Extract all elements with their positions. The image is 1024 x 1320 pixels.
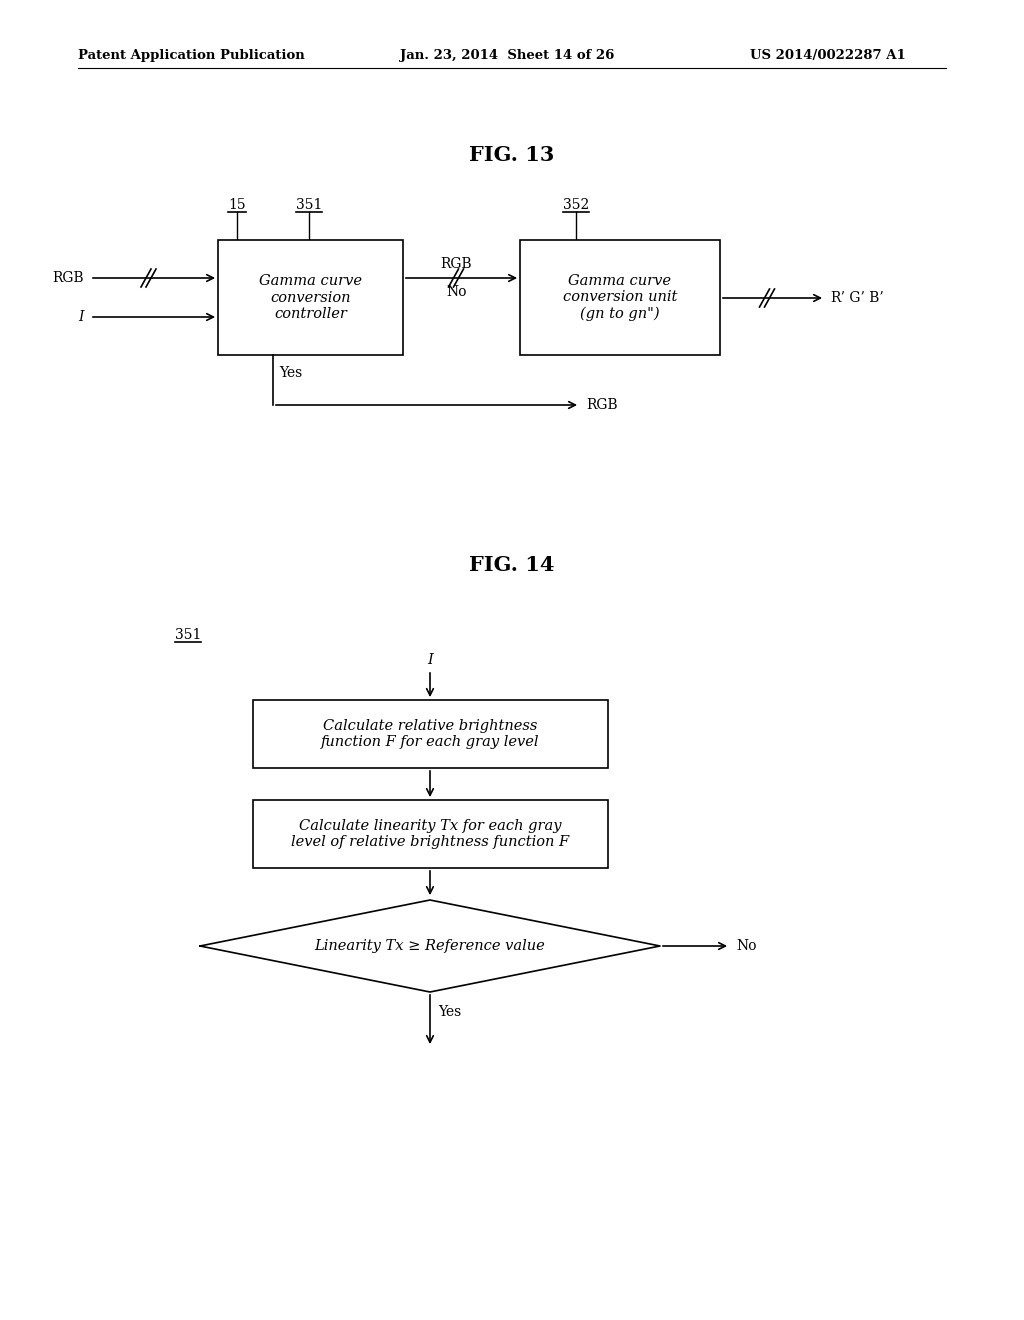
Text: RGB: RGB <box>586 399 617 412</box>
Text: 15: 15 <box>228 198 246 213</box>
Text: Gamma curve
conversion
controller: Gamma curve conversion controller <box>259 275 362 321</box>
Text: R’ G’ B’: R’ G’ B’ <box>831 290 884 305</box>
Text: Yes: Yes <box>438 1005 461 1019</box>
Text: Gamma curve
conversion unit
(gn to gn"): Gamma curve conversion unit (gn to gn") <box>563 275 677 321</box>
Text: No: No <box>736 939 757 953</box>
Text: Linearity Tx ≥ Reference value: Linearity Tx ≥ Reference value <box>314 939 546 953</box>
FancyBboxPatch shape <box>253 700 608 768</box>
Text: Calculate linearity Tx for each gray
level of relative brightness function F: Calculate linearity Tx for each gray lev… <box>292 818 569 849</box>
Text: FIG. 14: FIG. 14 <box>469 554 555 576</box>
Text: 352: 352 <box>563 198 589 213</box>
Text: US 2014/0022287 A1: US 2014/0022287 A1 <box>750 49 906 62</box>
Text: Patent Application Publication: Patent Application Publication <box>78 49 305 62</box>
Text: 351: 351 <box>296 198 323 213</box>
Text: Jan. 23, 2014  Sheet 14 of 26: Jan. 23, 2014 Sheet 14 of 26 <box>400 49 614 62</box>
Text: RGB: RGB <box>52 271 84 285</box>
Text: Yes: Yes <box>279 366 302 380</box>
FancyBboxPatch shape <box>253 800 608 869</box>
Text: FIG. 13: FIG. 13 <box>469 145 555 165</box>
Text: RGB: RGB <box>440 257 472 271</box>
FancyBboxPatch shape <box>520 240 720 355</box>
Polygon shape <box>200 900 660 993</box>
Text: 351: 351 <box>175 628 202 642</box>
Text: Calculate relative brightness
function F for each gray level: Calculate relative brightness function F… <box>322 719 540 750</box>
Text: I: I <box>79 310 84 323</box>
Text: No: No <box>446 285 467 300</box>
FancyBboxPatch shape <box>218 240 403 355</box>
Text: I: I <box>427 653 433 667</box>
